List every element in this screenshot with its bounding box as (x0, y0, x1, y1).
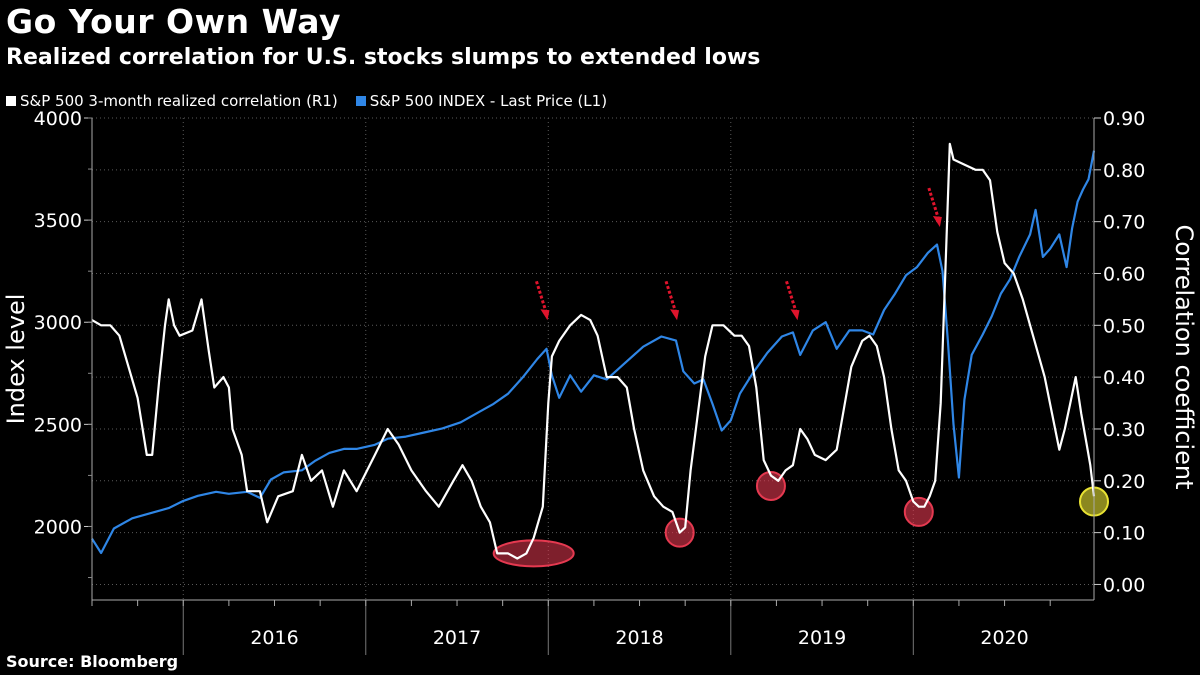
y-right-axis-title: Correlation coefficient (1170, 224, 1198, 489)
annotation-arrowhead (540, 309, 550, 321)
annotation-arrow (785, 280, 798, 314)
x-tick-label: 2016 (250, 627, 298, 649)
annotation-arrow (664, 280, 678, 314)
legend-item-correlation: S&P 500 3-month realized correlation (R1… (6, 92, 338, 110)
grid (92, 117, 1094, 600)
y-right-tick-label: 0.20 (1103, 471, 1145, 493)
legend: S&P 500 3-month realized correlation (R1… (6, 92, 625, 110)
annotation-arrowhead (932, 216, 942, 228)
legend-item-index: S&P 500 INDEX - Last Price (L1) (355, 92, 608, 110)
legend-swatch-index (355, 96, 366, 106)
y-right-tick-label: 0.90 (1103, 108, 1145, 130)
highlight-circle (755, 470, 786, 501)
annotation-arrow (927, 187, 941, 221)
chart-title: Go Your Own Way (6, 2, 342, 41)
y-right-tick-label: 0.00 (1103, 574, 1145, 596)
y-right-tick-label: 0.50 (1103, 315, 1145, 337)
annotation-arrowhead (670, 309, 680, 321)
y-left-tick-label: 4000 (34, 108, 82, 130)
y-right-tick-label: 0.70 (1103, 212, 1145, 234)
y-left-axis-title: Index level (2, 294, 30, 425)
y-left-tick-label: 3500 (34, 210, 82, 232)
highlight-circle (903, 496, 934, 527)
annotation-arrowhead (790, 309, 800, 321)
y-right-tick-label: 0.80 (1103, 160, 1145, 182)
x-tick-label: 2019 (798, 627, 846, 649)
x-tick-label: 2017 (433, 627, 481, 649)
y-right-tick-label: 0.60 (1103, 263, 1145, 285)
annotations (492, 470, 1109, 568)
y-right-tick-label: 0.40 (1103, 367, 1145, 389)
chart-subtitle: Realized correlation for U.S. stocks slu… (6, 45, 761, 70)
series-lines (91, 142, 1096, 560)
source-note: Source: Bloomberg (6, 652, 179, 671)
annotation-arrow (535, 280, 548, 314)
y-left-tick-label: 2000 (34, 516, 82, 538)
y-left-tick-label: 2500 (34, 414, 82, 436)
x-tick-label: 2020 (980, 627, 1028, 649)
axes: 2016 2017 2018 2019 2020 2000 2500 3000 3500 4000… (2, 108, 1198, 655)
legend-label-correlation: S&P 500 3-month realized correlation (R1… (20, 92, 338, 110)
y-right-tick-label: 0.10 (1103, 523, 1145, 545)
annotation-arrows (535, 187, 942, 321)
series-line-correlation (91, 142, 1096, 560)
legend-label-index: S&P 500 INDEX - Last Price (L1) (369, 92, 608, 110)
x-tick-label: 2018 (615, 627, 663, 649)
legend-swatch-correlation (6, 96, 16, 106)
y-left-tick-label: 3000 (34, 312, 82, 334)
series-line-index (91, 150, 1096, 555)
y-right-tick-label: 0.30 (1103, 419, 1145, 441)
